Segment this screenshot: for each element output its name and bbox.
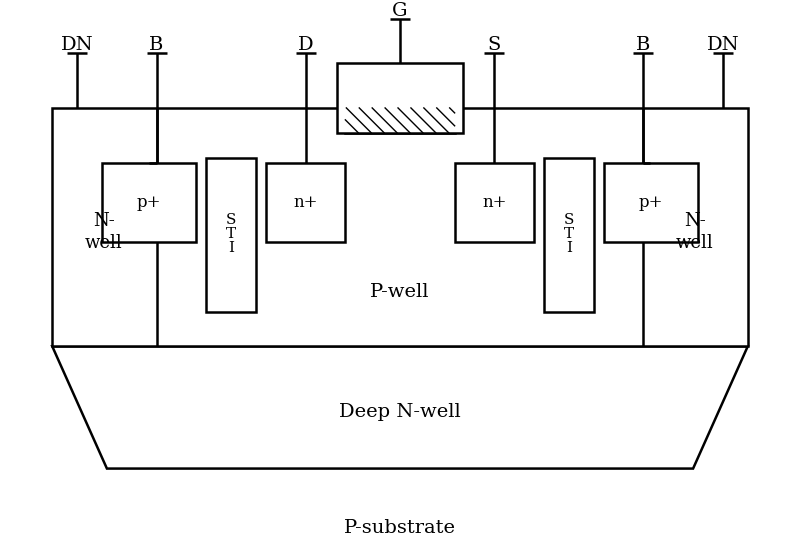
Text: n+: n+ — [294, 194, 318, 211]
Text: p+: p+ — [638, 194, 662, 211]
Bar — [102, 162, 196, 242]
Text: B: B — [150, 36, 164, 54]
Text: P-substrate: P-substrate — [344, 519, 456, 537]
Bar — [206, 157, 256, 311]
Bar — [454, 162, 534, 242]
Bar — [604, 162, 698, 242]
Text: N-
well: N- well — [676, 212, 714, 252]
Text: N-
well: N- well — [85, 212, 123, 252]
Bar — [338, 63, 462, 133]
Text: S: S — [488, 36, 501, 54]
Text: P-well: P-well — [370, 283, 430, 301]
Text: G: G — [392, 2, 408, 19]
Bar — [266, 162, 346, 242]
Bar — [544, 157, 594, 311]
Text: S
T
I: S T I — [226, 213, 236, 255]
Text: DN: DN — [61, 36, 94, 54]
Bar — [52, 108, 748, 346]
Text: S
T
I: S T I — [564, 213, 574, 255]
Text: DN: DN — [706, 36, 739, 54]
Text: B: B — [636, 36, 650, 54]
Polygon shape — [52, 346, 748, 469]
Text: n+: n+ — [482, 194, 506, 211]
Text: p+: p+ — [136, 194, 161, 211]
Text: D: D — [298, 36, 314, 54]
Text: Deep N-well: Deep N-well — [339, 403, 461, 421]
Bar — [346, 108, 454, 133]
